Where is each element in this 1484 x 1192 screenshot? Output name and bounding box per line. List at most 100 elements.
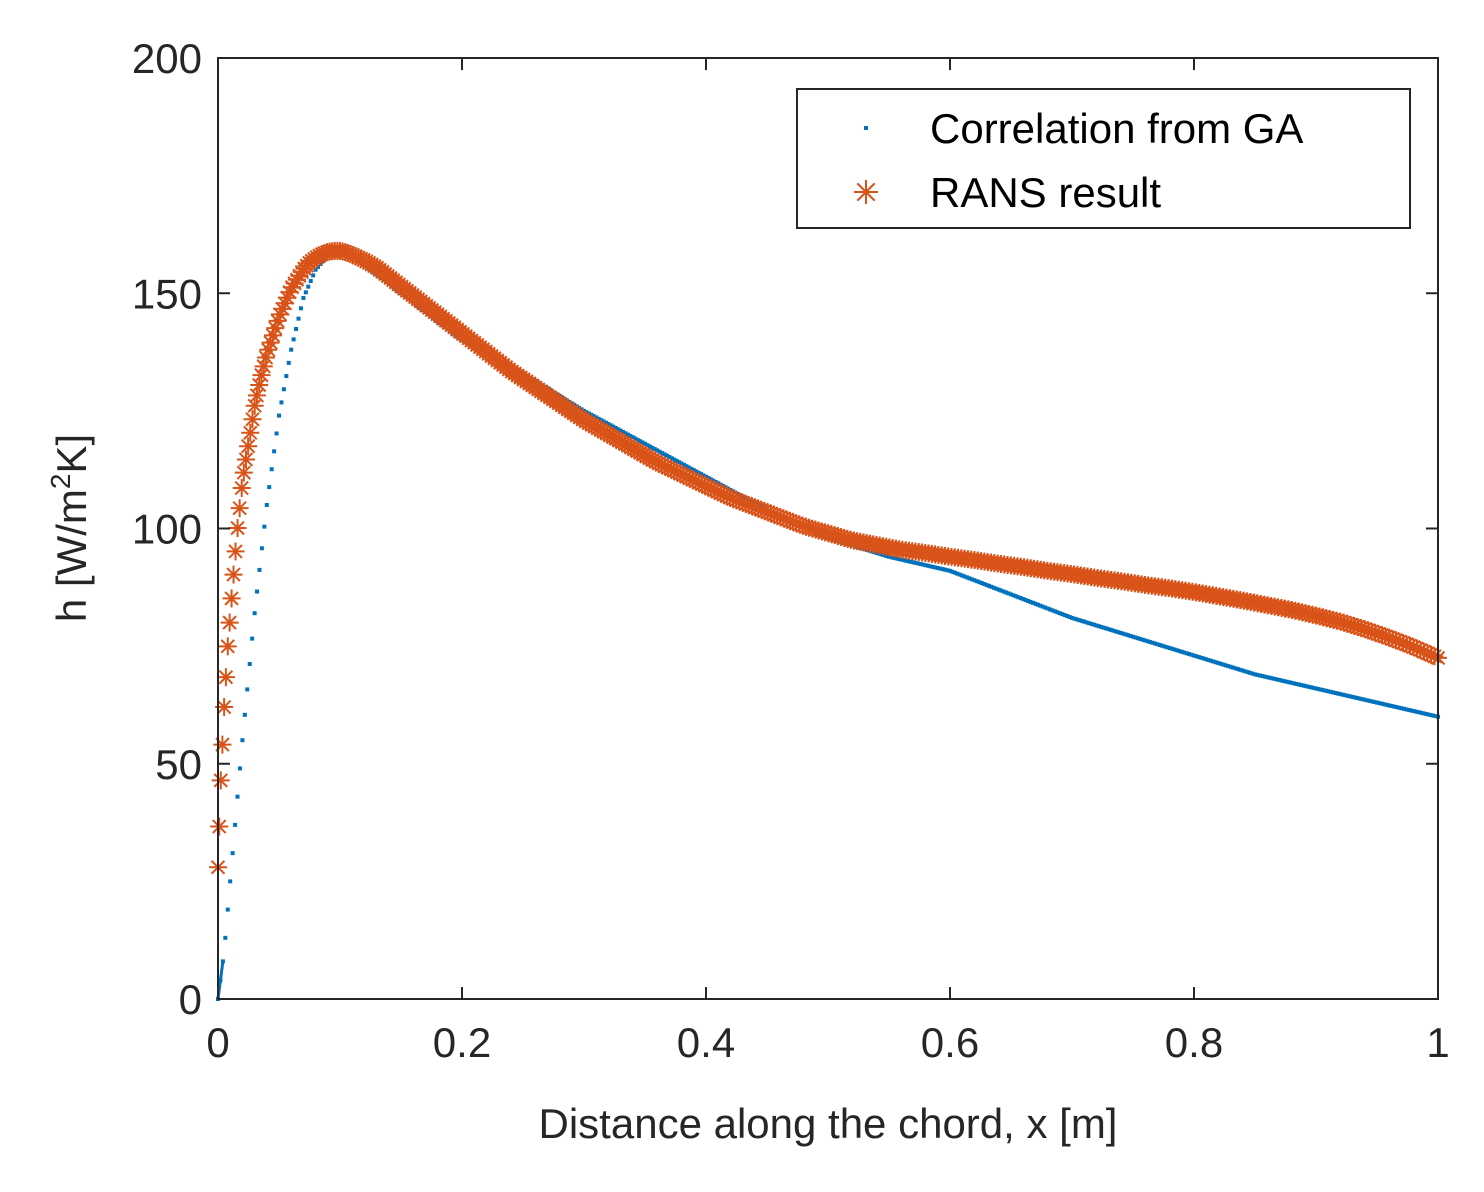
- correlation-point: [1296, 682, 1301, 687]
- correlation-point: [972, 578, 977, 583]
- rans-point: [228, 519, 247, 538]
- correlation-point: [684, 464, 689, 469]
- correlation-point: [1338, 692, 1343, 697]
- y-tick-label: 200: [132, 35, 202, 82]
- correlation-point: [1077, 618, 1082, 623]
- correlation-point: [1043, 605, 1048, 610]
- correlation-point: [1333, 690, 1338, 695]
- correlation-point: [1196, 655, 1201, 660]
- correlation-point: [311, 273, 316, 278]
- rans-point: [230, 499, 249, 518]
- correlation-point: [908, 559, 913, 564]
- correlation-point: [945, 568, 950, 573]
- correlation-point: [1250, 671, 1255, 676]
- correlation-point: [225, 907, 230, 912]
- y-tick-label: 100: [132, 506, 202, 553]
- correlation-point: [713, 480, 718, 485]
- correlation-point: [884, 553, 889, 558]
- correlation-point: [899, 557, 904, 562]
- correlation-point: [1294, 681, 1299, 686]
- correlation-point: [228, 879, 233, 884]
- correlation-point: [1299, 683, 1304, 688]
- correlation-point: [1182, 650, 1187, 655]
- correlation-point: [223, 935, 228, 940]
- correlation-point: [1282, 679, 1287, 684]
- correlation-point: [887, 554, 891, 559]
- correlation-point: [220, 959, 225, 964]
- correlation-point: [1048, 607, 1053, 612]
- correlation-point: [1216, 661, 1221, 666]
- rans-point: [243, 410, 262, 429]
- correlation-point: [1414, 709, 1419, 714]
- correlation-point: [1240, 668, 1245, 673]
- correlation-point: [679, 461, 684, 466]
- correlation-point: [1192, 653, 1196, 658]
- correlation-point: [1418, 710, 1423, 715]
- correlation-point: [933, 565, 938, 570]
- correlation-point: [1362, 697, 1367, 702]
- correlation-point: [277, 413, 281, 418]
- correlation-point: [1396, 705, 1401, 710]
- correlation-point: [296, 316, 301, 321]
- rans-point: [241, 423, 260, 442]
- correlation-point: [1353, 695, 1358, 700]
- correlation-point: [891, 555, 896, 560]
- correlation-point: [962, 574, 967, 579]
- correlation-point: [1099, 624, 1104, 629]
- x-tick-label: 0: [206, 1019, 229, 1066]
- correlation-point: [1243, 669, 1248, 674]
- correlation-point: [1138, 636, 1143, 641]
- correlation-point: [1172, 647, 1177, 652]
- rans-point: [226, 542, 245, 561]
- correlation-point: [974, 579, 979, 584]
- correlation-point: [662, 452, 667, 457]
- correlation-point: [1321, 688, 1326, 693]
- correlation-point: [667, 454, 672, 459]
- correlation-point: [1316, 687, 1321, 692]
- correlation-point: [1248, 670, 1253, 675]
- correlation-point: [1201, 656, 1206, 661]
- correlation-point: [1406, 707, 1411, 712]
- correlation-point: [274, 431, 279, 436]
- correlation-point: [1245, 670, 1250, 675]
- correlation-point: [696, 470, 701, 475]
- correlation-point: [252, 611, 257, 616]
- rans-point: [234, 463, 253, 482]
- correlation-point: [1287, 680, 1292, 685]
- correlation-point: [1065, 614, 1070, 619]
- y-axis-label-prefix: h [W/m: [48, 489, 95, 622]
- correlation-point: [960, 573, 965, 578]
- y-axis-label-suffix: K]: [48, 434, 95, 474]
- correlation-point: [1272, 676, 1277, 681]
- correlation-point: [1101, 625, 1106, 630]
- legend-entry-rans: RANS result: [854, 169, 1161, 216]
- correlation-point: [879, 552, 884, 557]
- correlation-point: [1157, 642, 1162, 647]
- correlation-point: [1328, 689, 1333, 694]
- correlation-point: [259, 546, 264, 551]
- correlation-point: [616, 427, 621, 432]
- correlation-point: [1143, 638, 1148, 643]
- correlation-point: [262, 524, 267, 529]
- correlation-point: [303, 290, 308, 295]
- correlation-point: [1326, 689, 1331, 694]
- correlation-point: [1133, 635, 1138, 640]
- correlation-point: [1165, 645, 1170, 650]
- correlation-point: [991, 585, 996, 590]
- correlation-point: [643, 441, 647, 446]
- correlation-point: [655, 448, 660, 453]
- correlation-point: [242, 712, 247, 717]
- correlation-point: [657, 449, 662, 454]
- correlation-point: [1235, 667, 1240, 672]
- correlation-point: [1340, 692, 1345, 697]
- correlation-point: [1016, 595, 1021, 600]
- correlation-point: [1082, 619, 1087, 624]
- rans-point: [252, 366, 271, 385]
- correlation-point: [894, 556, 899, 561]
- correlation-point: [1009, 592, 1013, 597]
- correlation-point: [669, 456, 674, 461]
- correlation-point: [686, 465, 691, 470]
- correlation-point: [996, 587, 1001, 592]
- correlation-point: [645, 443, 650, 448]
- correlation-point: [1389, 703, 1394, 708]
